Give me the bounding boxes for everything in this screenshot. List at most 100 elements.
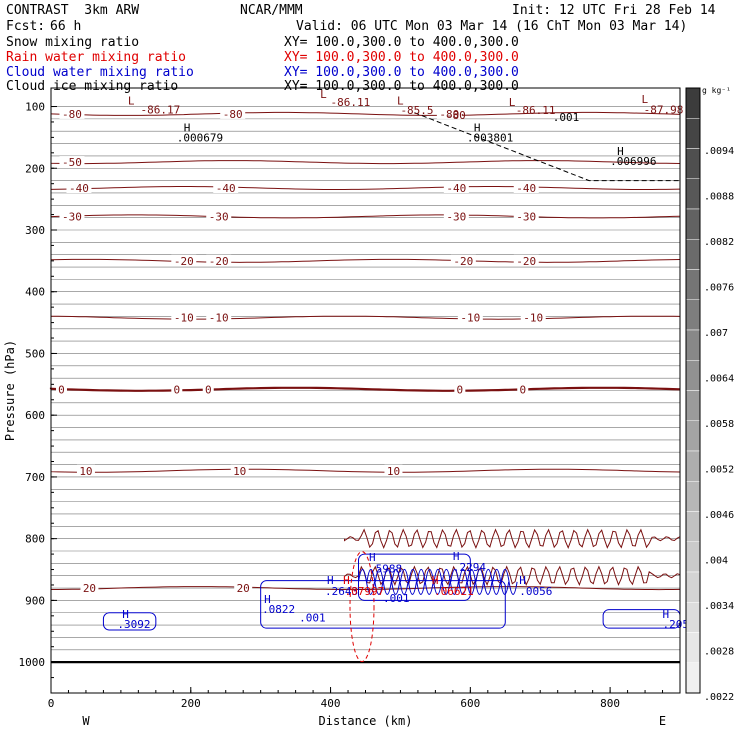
extremum-label: .001 [383, 592, 410, 605]
wavy-contour [343, 528, 681, 550]
extremum-label: H [327, 574, 334, 587]
temperature-contour-label: 0 [58, 383, 65, 396]
temperature-contour-label: 10 [79, 465, 92, 478]
temperature-contour-label: -10 [523, 312, 543, 325]
colorbar-swatch [685, 420, 701, 452]
cloud-water-wiggle [441, 568, 459, 595]
colorbar-swatch [685, 541, 701, 573]
contour-label-bg [171, 311, 197, 323]
contour-label-bg [206, 210, 232, 222]
temperature-contour-20 [50, 586, 681, 591]
field-cloudice-name: Cloud ice mixing ratio [6, 79, 179, 94]
colorbar-label: .0052 [704, 465, 734, 476]
extremum-label: .006996 [610, 155, 656, 168]
cloud-water-wiggle [500, 568, 518, 595]
extremum-label: -85.5 [400, 104, 433, 117]
y-tick-label: 100 [25, 101, 45, 114]
temperature-contour-label: -10 [460, 312, 480, 325]
east-label: E [659, 714, 666, 728]
x-tick-label: 800 [600, 697, 620, 710]
west-label: W [82, 714, 90, 728]
x-tick-label: 600 [460, 697, 480, 710]
temperature-contour-label: 20 [237, 582, 250, 595]
extremum-label: L [397, 94, 404, 107]
colorbar-label: .0022 [704, 692, 734, 703]
colorbar-swatch [685, 208, 701, 240]
org-label: NCAR/MMM [240, 3, 303, 18]
extremum-label: H [432, 574, 439, 587]
cloud-water-wiggle [425, 568, 443, 595]
contour-label-bg [59, 156, 85, 168]
contour-label-bg [76, 464, 95, 476]
colorbar-unit: g kg⁻¹ [702, 86, 731, 95]
cloud-water-wiggle [458, 568, 476, 595]
y-axis-label: Pressure (hPa) [3, 340, 17, 441]
colorbar-swatch [685, 450, 701, 482]
extremum-label: .06621 [434, 585, 474, 598]
temperature-contour-label: 0 [205, 383, 212, 396]
colorbar-swatch [685, 632, 701, 663]
temperature-contour--40 [50, 186, 681, 190]
temperature-contour-label: -50 [62, 156, 82, 169]
cloud-water-contour [358, 553, 471, 601]
cloud-water-wiggle [358, 568, 376, 595]
extremum-label: .07997 [345, 585, 385, 598]
extremum-label: H [343, 574, 350, 587]
y-tick-label: 500 [25, 347, 45, 360]
extremum-label: H [369, 551, 376, 564]
extremum-label: .3092 [117, 618, 150, 631]
extremum-label: -80 [446, 109, 466, 122]
colorbar-label: .0034 [704, 601, 734, 612]
field-cloudice-xy: XY= 100.0,300.0 to 400.0,300.0 [284, 79, 519, 94]
temperature-contour-label: -80 [62, 108, 82, 121]
extremum-label: L [642, 93, 649, 106]
rain-water-contour [349, 551, 375, 663]
valid-time: Valid: 06 UTC Mon 03 Mar 14 (16 ChT Mon … [296, 19, 688, 34]
field-snow-name: Snow mixing ratio [6, 35, 140, 50]
cloud-water-wiggle [391, 568, 409, 595]
contour-label-bg [66, 182, 92, 194]
temperature-contour--10 [50, 315, 681, 320]
cloud-water-wiggle [416, 568, 434, 595]
extremum-label: -86.11 [516, 104, 556, 117]
colorbar-swatch [685, 118, 701, 149]
colorbar-swatch [685, 299, 701, 331]
extremum-label: H [474, 122, 481, 135]
temperature-contour-label: -30 [446, 210, 466, 223]
contour-label-bg [80, 582, 99, 594]
extremum-label: H [519, 574, 526, 587]
temperature-contour-0 [49, 386, 681, 392]
contour-label-bg [450, 254, 476, 266]
forecast-hour: 66 h [50, 19, 82, 34]
extremum-label: -86.11 [331, 96, 371, 109]
contour-label-bg [454, 383, 466, 395]
temperature-contour-label: -10 [209, 312, 229, 325]
colorbar-swatch [685, 390, 701, 421]
contour-label-bg [513, 182, 539, 194]
contour-label-bg [513, 254, 539, 266]
extremum-label: .003801 [467, 131, 513, 144]
colorbar-frame [685, 87, 701, 694]
cloud-water-wiggle [383, 568, 401, 595]
extremum-label: L [320, 88, 327, 101]
temperature-contour-label: -30 [516, 210, 536, 223]
temperature-contour-label: 10 [387, 465, 400, 478]
extremum-label: .205 [663, 618, 690, 631]
contour-label-bg [457, 311, 483, 323]
extremum-label: -86.17 [140, 104, 180, 117]
field-cloudwater-xy: XY= 100.0,300.0 to 400.0,300.0 [284, 65, 519, 80]
contour-label-bg [171, 254, 197, 266]
temperature-contour-10 [50, 468, 681, 473]
extremum-label: .001 [553, 111, 580, 124]
cloud-ice-contour [414, 112, 680, 182]
x-tick-label: 200 [181, 697, 201, 710]
field-rain-xy: XY= 100.0,300.0 to 400.0,300.0 [284, 50, 519, 65]
extremum-label: .2294 [453, 561, 486, 574]
extremum-label: H [663, 608, 670, 621]
x-tick-label: 400 [321, 697, 341, 710]
extremum-label: H [453, 550, 460, 563]
colorbar-swatch [685, 178, 701, 210]
extremum-label: H [122, 608, 129, 621]
y-tick-label: 200 [25, 162, 45, 175]
temperature-contour-label: 0 [457, 383, 464, 396]
